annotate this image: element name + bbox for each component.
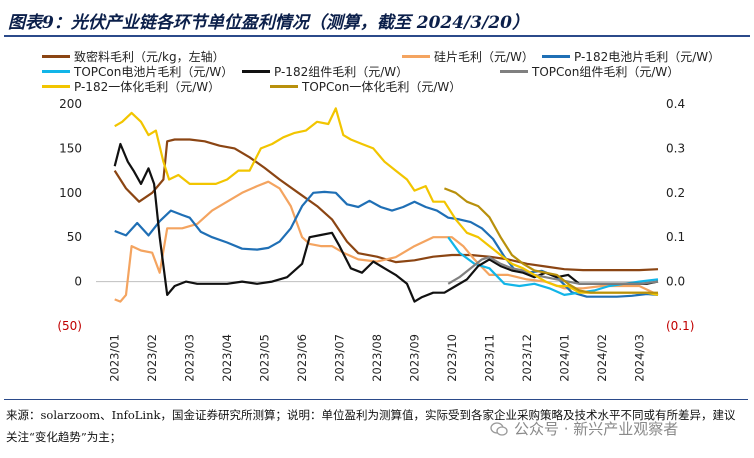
legend-label: 硅片毛利（元/W） (434, 50, 534, 64)
footer-divider (4, 399, 748, 400)
right-axis-tick-label: 0.1 (666, 230, 685, 244)
x-axis-tick-label: 2024/01 (557, 334, 571, 382)
left-axis-tick-label: 150 (59, 141, 82, 155)
watermark-text: 公众号 · 新兴产业观察者 (514, 420, 679, 438)
legend-label: P-182组件毛利（元/W） (274, 65, 409, 79)
series-line-2 (114, 180, 659, 303)
x-axis-tick-label: 2023/04 (220, 334, 234, 382)
x-axis-tick-label: 2023/03 (183, 334, 197, 382)
line-chart: 200 150 100 50 0 (50) 0.4 0.3 0.2 0.1 0.0 (0.1) 2023… (57, 97, 694, 382)
series-line-5 (113, 142, 659, 303)
x-axis-tick-label: 2023/12 (520, 334, 534, 382)
x-axis-tick-label: 2024/03 (632, 334, 646, 382)
legend-item: TOPCon一体化毛利（元/W） (270, 78, 461, 95)
legend-item: P-182组件毛利（元/W） (242, 63, 408, 80)
legend-swatch (542, 55, 570, 58)
legend-swatch (42, 70, 70, 73)
legend-swatch (242, 70, 270, 73)
title-divider (4, 35, 750, 37)
x-axis-tick-label: 2023/09 (407, 334, 421, 382)
x-axis-tick-label: 2023/05 (258, 334, 272, 382)
right-axis-tick-label: 0.0 (666, 275, 685, 289)
x-axis-tick-label: 2024/02 (595, 334, 609, 382)
source-note: 来源：solarzoom、InfoLink，国金证券研究所测算；说明：单位盈利为… (6, 408, 736, 444)
right-axis-tick-label: 0.2 (666, 186, 685, 200)
legend-item: TOPCon电池片毛利（元/W） (42, 63, 233, 80)
legend-label: P-182电池片毛利（元/W） (574, 50, 721, 64)
legend-label: TOPCon一体化毛利（元/W） (302, 80, 462, 94)
x-axis-tick-label: 2023/10 (445, 334, 459, 382)
legend-swatch (270, 85, 298, 88)
x-axis-tick-label: 2023/08 (370, 334, 384, 382)
page-title: 图表9：光伏产业链各环节单位盈利情况（测算，截至 2024/3/20） (8, 13, 529, 33)
legend-item: 硅片毛利（元/W） (402, 48, 534, 65)
right-axis-tick-label: 0.3 (666, 141, 685, 155)
chart-legend: 致密料毛利（元/kg，左轴） 硅片毛利（元/W） P-182电池片毛利（元/W） TO… (42, 48, 742, 94)
legend-swatch (500, 70, 528, 73)
series-line-7 (114, 107, 659, 296)
x-axis-tick-label: 2023/02 (145, 334, 159, 382)
x-axis-tick-label: 2023/06 (295, 334, 309, 382)
legend-label: TOPCon组件毛利（元/W） (532, 65, 680, 79)
legend-label: P-182一体化毛利（元/W） (74, 80, 221, 94)
legend-label: TOPCon电池片毛利（元/W） (74, 65, 234, 79)
left-axis-tick-label: 0 (74, 275, 82, 289)
x-axis-tick-label: 2023/07 (333, 334, 347, 382)
legend-label: 致密料毛利（元/kg，左轴） (74, 50, 225, 64)
series-line-8 (444, 187, 658, 294)
left-axis-tick-label: 100 (59, 186, 82, 200)
legend-item: P-182一体化毛利（元/W） (42, 78, 220, 95)
watermark: 公众号 · 新兴产业观察者 (490, 418, 678, 439)
legend-swatch (42, 55, 70, 58)
legend-item: 致密料毛利（元/kg，左轴） (42, 48, 225, 65)
legend-swatch (42, 85, 70, 88)
left-axis-tick-label: 50 (67, 230, 82, 244)
series-line-6 (447, 256, 659, 285)
left-axis-tick-label: 200 (59, 97, 82, 111)
left-axis-tick-label: (50) (57, 319, 82, 333)
legend-item: TOPCon组件毛利（元/W） (500, 63, 679, 80)
title-bar: 图表9：光伏产业链各环节单位盈利情况（测算，截至 2024/3/20） (4, 4, 750, 37)
right-axis-tick-label: (0.1) (666, 319, 694, 333)
legend-item: P-182电池片毛利（元/W） (542, 48, 720, 65)
wechat-icon (490, 421, 508, 436)
legend-swatch (402, 55, 430, 58)
x-axis-tick-label: 2023/11 (482, 334, 496, 382)
right-axis-tick-label: 0.4 (666, 97, 685, 111)
series-line-1 (113, 138, 659, 272)
x-axis-tick-label: 2023/01 (108, 334, 122, 382)
